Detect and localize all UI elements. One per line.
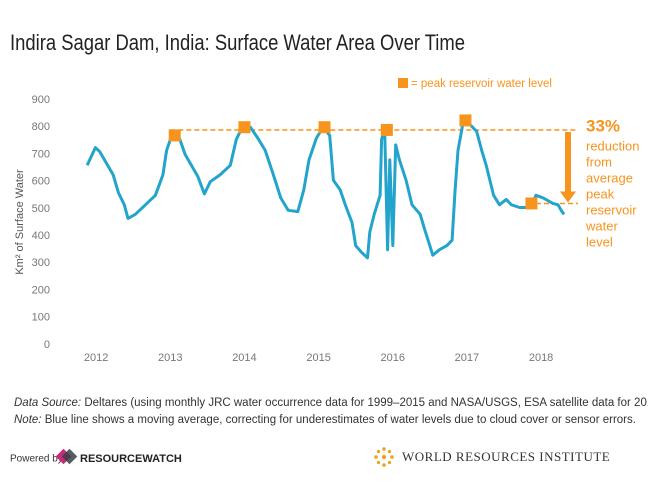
x-tick-label: 2018 <box>529 352 553 364</box>
peak-marker <box>168 129 181 142</box>
y-tick-label: 900 <box>32 94 50 106</box>
peak-marker <box>459 114 472 127</box>
peak-marker <box>238 121 251 134</box>
wri-logo <box>374 447 394 467</box>
y-tick-label: 500 <box>32 203 50 215</box>
x-tick-label: 2015 <box>306 352 330 364</box>
y-tick-label: 800 <box>32 121 50 133</box>
y-tick-label: 0 <box>44 339 50 351</box>
y-tick-label: 600 <box>32 176 50 188</box>
annotation-line: reservoir <box>586 202 637 217</box>
y-tick-label: 100 <box>32 312 50 324</box>
arrow-head <box>560 191 576 203</box>
annotation-line: water <box>585 218 618 233</box>
series-line <box>85 120 566 260</box>
y-tick-label: 200 <box>32 284 50 296</box>
annotation-headline: 33% <box>586 116 620 135</box>
source-label: Data Source: <box>14 397 81 409</box>
y-tick-label: 700 <box>32 148 50 160</box>
x-tick-label: 2014 <box>232 352 256 364</box>
peak-marker <box>380 123 393 136</box>
institute: WORLD RESOURCES INSTITUTE <box>402 449 610 464</box>
y-tick-label: 300 <box>32 257 50 269</box>
x-tick-label: 2013 <box>158 352 182 364</box>
chart-title: Indira Sagar Dam, India: Surface Water A… <box>10 30 465 55</box>
y-tick-label: 400 <box>32 230 50 242</box>
annotation-line: average <box>586 170 633 185</box>
annotation-line: level <box>586 234 613 249</box>
x-tick-label: 2017 <box>455 352 479 364</box>
peak-marker <box>525 197 538 210</box>
legend-label: = peak reservoir water level <box>411 78 552 90</box>
source-text: Deltares (using monthly JRC water occurr… <box>81 397 648 409</box>
source: Data Source: Deltares (using monthly JRC… <box>14 397 648 409</box>
x-tick-label: 2016 <box>381 352 405 364</box>
legend-swatch <box>398 78 408 88</box>
y-axis-label: Km² of Surface Water <box>14 169 26 275</box>
brand: RESOURCEWATCH <box>80 453 182 465</box>
annotation-line: peak <box>586 186 615 201</box>
annotation-line: from <box>586 154 612 169</box>
annotation-line: reduction <box>586 138 639 153</box>
note: Note: Blue line shows a moving average, … <box>14 414 636 426</box>
note-label: Note: <box>14 414 42 426</box>
powered-by: Powered by <box>10 454 63 465</box>
note-text: Blue line shows a moving average, correc… <box>42 414 636 426</box>
x-tick-label: 2012 <box>84 352 108 364</box>
peak-marker <box>318 121 331 134</box>
